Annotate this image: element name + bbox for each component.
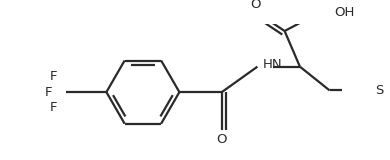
Text: F: F	[45, 86, 52, 99]
Text: O: O	[250, 0, 261, 11]
Text: F: F	[50, 101, 58, 114]
Text: HN: HN	[262, 58, 282, 71]
Text: S: S	[375, 84, 383, 97]
Text: O: O	[216, 133, 227, 146]
Text: F: F	[50, 70, 58, 83]
Text: OH: OH	[334, 6, 354, 19]
